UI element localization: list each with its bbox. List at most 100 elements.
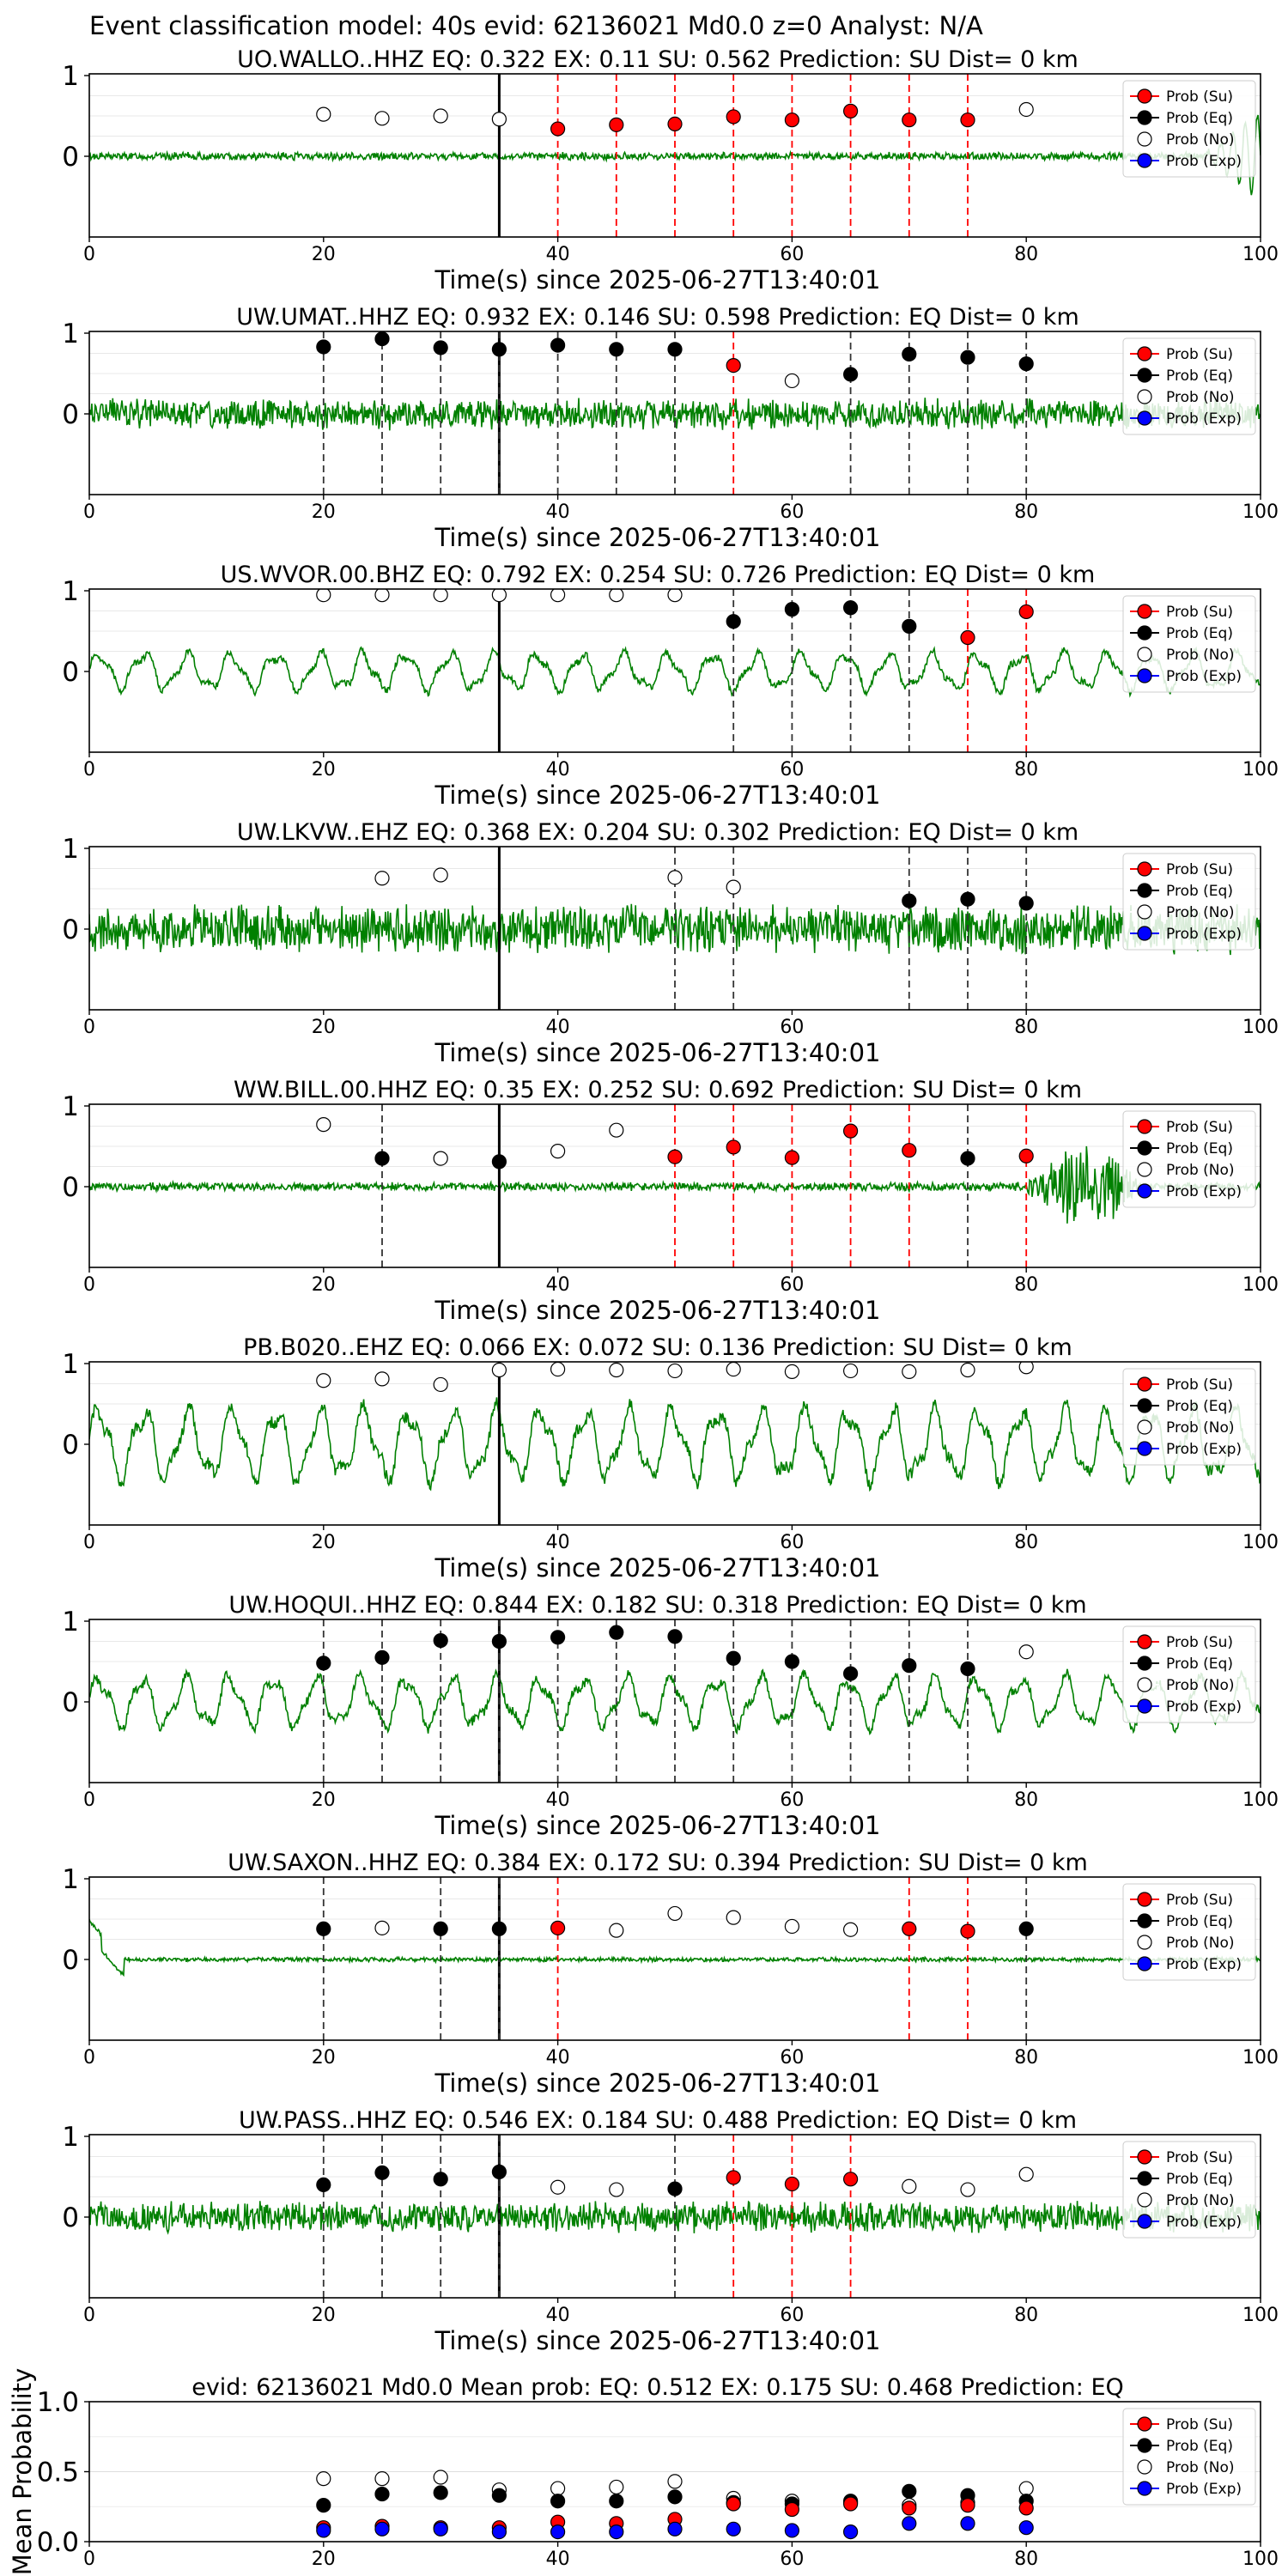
legend-marker bbox=[1137, 1376, 1152, 1392]
x-tick-label: 0 bbox=[83, 244, 95, 265]
data-point bbox=[1018, 896, 1034, 911]
waveform-trace bbox=[89, 1918, 1261, 1978]
data-point bbox=[316, 2523, 331, 2538]
data-point bbox=[667, 2521, 683, 2537]
data-point bbox=[784, 602, 800, 617]
y-tick-label: 1 bbox=[62, 2122, 79, 2153]
x-tick-label: 80 bbox=[1014, 2047, 1038, 2069]
legend-label: Prob (Exp) bbox=[1166, 1956, 1242, 1973]
legend-marker bbox=[1137, 2149, 1152, 2165]
x-tick-label: 100 bbox=[1242, 2047, 1279, 2069]
legend-marker bbox=[1137, 153, 1152, 168]
legend-label: Prob (Eq) bbox=[1166, 883, 1233, 900]
data-point bbox=[726, 109, 741, 125]
data-point bbox=[667, 2181, 683, 2196]
data-point bbox=[374, 1649, 390, 1665]
panel-1: UO.WALLO..HHZ EQ: 0.322 EX: 0.11 SU: 0.5… bbox=[62, 46, 1279, 295]
y-tick-label: 1 bbox=[62, 1607, 79, 1637]
data-point bbox=[726, 1650, 741, 1666]
legend-marker bbox=[1137, 1935, 1152, 1950]
data-point bbox=[960, 2498, 975, 2513]
data-point bbox=[374, 1371, 390, 1387]
x-axis-label: Time(s) since 2025-06-27T13:40:01 bbox=[434, 1038, 881, 1067]
data-point bbox=[433, 1921, 448, 1936]
data-point bbox=[609, 2494, 624, 2509]
x-tick-label: 60 bbox=[780, 759, 804, 781]
legend-label: Prob (Exp) bbox=[1166, 1698, 1242, 1716]
data-point bbox=[550, 2179, 566, 2195]
axes-frame bbox=[88, 1619, 1261, 1783]
data-point bbox=[1018, 2166, 1034, 2182]
data-point bbox=[609, 342, 624, 357]
legend-label: Prob (No) bbox=[1166, 647, 1235, 664]
data-point bbox=[491, 2164, 507, 2179]
y-tick-label: 1.0 bbox=[37, 2387, 79, 2418]
legend-marker bbox=[1137, 1419, 1152, 1435]
data-point bbox=[960, 891, 975, 907]
data-point bbox=[609, 1923, 624, 1938]
legend-label: Prob (Su) bbox=[1166, 346, 1233, 363]
legend-marker bbox=[1137, 2438, 1152, 2453]
legend-label: Prob (No) bbox=[1166, 1935, 1235, 1952]
data-point bbox=[902, 346, 917, 362]
x-tick-label: 60 bbox=[780, 244, 804, 265]
data-point bbox=[491, 1633, 507, 1649]
data-point bbox=[609, 1362, 624, 1378]
y-tick-label: 1 bbox=[62, 1864, 79, 1895]
data-point bbox=[960, 112, 975, 128]
x-tick-label: 40 bbox=[546, 501, 570, 523]
panel-4: UW.LKVW..EHZ EQ: 0.368 EX: 0.204 SU: 0.3… bbox=[62, 819, 1279, 1067]
data-point bbox=[609, 1122, 624, 1138]
legend-label: Prob (Exp) bbox=[1166, 2481, 1242, 2498]
x-tick-label: 0 bbox=[83, 1789, 95, 1811]
legend-marker bbox=[1137, 2416, 1152, 2432]
x-axis-label: Time(s) since 2025-06-27T13:40:01 bbox=[434, 2326, 881, 2355]
data-point bbox=[316, 2471, 331, 2487]
data-point bbox=[550, 2481, 566, 2496]
legend-marker bbox=[1137, 1698, 1152, 1714]
x-tick-label: 0 bbox=[83, 2305, 95, 2326]
legend-marker bbox=[1137, 346, 1152, 361]
x-tick-label: 100 bbox=[1242, 2549, 1279, 2570]
data-point bbox=[609, 2479, 624, 2495]
data-point bbox=[960, 1151, 975, 1166]
data-point bbox=[902, 618, 917, 634]
legend-label: Prob (Eq) bbox=[1166, 2171, 1233, 2188]
x-tick-label: 20 bbox=[312, 2047, 336, 2069]
data-point bbox=[316, 589, 331, 603]
data-point bbox=[609, 117, 624, 132]
legend: Prob (Su) Prob (Eq) Prob (No) Prob (Exp) bbox=[1122, 1110, 1256, 1208]
legend-label: Prob (Exp) bbox=[1166, 668, 1242, 685]
axes-frame bbox=[88, 73, 1261, 238]
data-point bbox=[433, 2470, 448, 2485]
legend-marker bbox=[1137, 1892, 1152, 1907]
panel-2: UW.UMAT..HHZ EQ: 0.932 EX: 0.146 SU: 0.5… bbox=[62, 304, 1279, 552]
data-point bbox=[726, 358, 741, 374]
legend-marker bbox=[1137, 1656, 1152, 1671]
data-point bbox=[374, 589, 390, 603]
data-point bbox=[902, 1364, 917, 1380]
legend-label: Prob (Exp) bbox=[1166, 1441, 1242, 1458]
x-tick-label: 20 bbox=[312, 244, 336, 265]
x-tick-label: 60 bbox=[780, 1532, 804, 1553]
data-point bbox=[726, 2496, 741, 2512]
x-axis-label: Time(s) since 2025-06-27T13:40:01 bbox=[434, 2069, 881, 2098]
x-tick-label: 40 bbox=[546, 2549, 570, 2570]
y-tick-label: 0 bbox=[62, 1945, 79, 1976]
panels: UO.WALLO..HHZ EQ: 0.322 EX: 0.11 SU: 0.5… bbox=[8, 46, 1279, 2575]
legend-marker bbox=[1137, 2459, 1152, 2475]
panel-title: evid: 62136021 Md0.0 Mean prob: EQ: 0.51… bbox=[191, 2374, 1124, 2401]
panel-title: US.WVOR.00.BHZ EQ: 0.792 EX: 0.254 SU: 0… bbox=[221, 562, 1096, 588]
panel-title: UW.SAXON..HHZ EQ: 0.384 EX: 0.172 SU: 0.… bbox=[228, 1850, 1088, 1876]
data-point bbox=[902, 1658, 917, 1674]
x-tick-label: 0 bbox=[83, 2047, 95, 2069]
data-point bbox=[1018, 2500, 1034, 2516]
x-tick-label: 60 bbox=[780, 501, 804, 523]
legend: Prob (Su) Prob (Eq) Prob (No) Prob (Exp) bbox=[1122, 1368, 1256, 1466]
legend-label: Prob (No) bbox=[1166, 2192, 1235, 2209]
legend-marker bbox=[1137, 1119, 1152, 1134]
panel-3: US.WVOR.00.BHZ EQ: 0.792 EX: 0.254 SU: 0… bbox=[62, 562, 1279, 810]
data-point bbox=[902, 2516, 917, 2531]
data-point bbox=[491, 1362, 507, 1378]
plot-area bbox=[89, 74, 1261, 237]
